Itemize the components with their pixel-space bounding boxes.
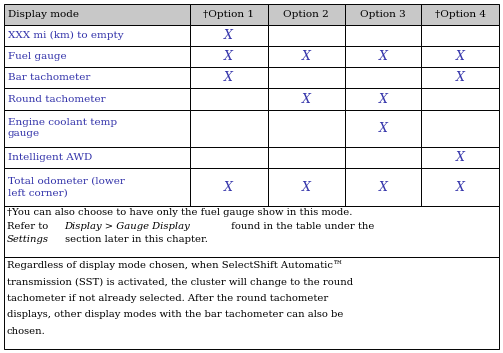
Text: displays, other display modes with the bar tachometer can also be: displays, other display modes with the b…: [7, 310, 344, 319]
Text: Bar tachometer: Bar tachometer: [8, 73, 91, 83]
Bar: [422, 147, 499, 168]
Bar: [190, 168, 268, 206]
Text: Total odometer (lower
left corner): Total odometer (lower left corner): [8, 177, 125, 197]
Bar: [345, 25, 422, 46]
Text: X: X: [456, 151, 465, 164]
Text: Refer to: Refer to: [7, 222, 51, 231]
Text: X: X: [456, 181, 465, 193]
Bar: [268, 168, 345, 206]
Bar: [422, 4, 499, 25]
Text: Fuel gauge: Fuel gauge: [8, 52, 66, 61]
Text: X: X: [456, 50, 465, 63]
Bar: [422, 67, 499, 89]
Text: chosen.: chosen.: [7, 327, 46, 335]
Bar: [268, 46, 345, 67]
Text: Engine coolant temp
gauge: Engine coolant temp gauge: [8, 118, 117, 138]
Bar: [345, 89, 422, 110]
Text: Display > Gauge Display: Display > Gauge Display: [64, 222, 190, 231]
Text: X: X: [456, 71, 465, 84]
Bar: [422, 46, 499, 67]
Text: †Option 1: †Option 1: [203, 10, 254, 19]
Bar: [345, 110, 422, 147]
Text: †You can also choose to have only the fuel gauge show in this mode.: †You can also choose to have only the fu…: [7, 208, 353, 217]
Text: XXX mi (km) to empty: XXX mi (km) to empty: [8, 31, 124, 40]
Text: tachometer if not already selected. After the round tachometer: tachometer if not already selected. Afte…: [7, 294, 328, 303]
Bar: [268, 89, 345, 110]
Bar: [345, 147, 422, 168]
Text: X: X: [302, 92, 311, 106]
Bar: [422, 25, 499, 46]
Text: X: X: [224, 71, 233, 84]
Bar: [268, 147, 345, 168]
Bar: [190, 147, 268, 168]
Text: X: X: [302, 181, 311, 193]
Bar: [190, 89, 268, 110]
Text: Round tachometer: Round tachometer: [8, 95, 106, 103]
Bar: [4, 206, 499, 257]
Bar: [268, 110, 345, 147]
Text: X: X: [224, 50, 233, 63]
Bar: [190, 46, 268, 67]
Bar: [4, 4, 190, 25]
Bar: [4, 257, 499, 349]
Text: X: X: [378, 181, 387, 193]
Text: X: X: [378, 50, 387, 63]
Text: X: X: [378, 122, 387, 135]
Bar: [4, 168, 190, 206]
Bar: [190, 67, 268, 89]
Bar: [190, 25, 268, 46]
Bar: [190, 4, 268, 25]
Bar: [422, 168, 499, 206]
Bar: [4, 46, 190, 67]
Bar: [190, 110, 268, 147]
Bar: [4, 25, 190, 46]
Bar: [4, 67, 190, 89]
Bar: [422, 89, 499, 110]
Text: section later in this chapter.: section later in this chapter.: [61, 235, 207, 244]
Bar: [268, 4, 345, 25]
Bar: [4, 89, 190, 110]
Bar: [268, 25, 345, 46]
Bar: [345, 4, 422, 25]
Text: transmission (SST) is activated, the cluster will change to the round: transmission (SST) is activated, the clu…: [7, 277, 353, 287]
Bar: [345, 46, 422, 67]
Bar: [4, 110, 190, 147]
Bar: [4, 147, 190, 168]
Text: X: X: [224, 29, 233, 42]
Text: †Option 4: †Option 4: [435, 10, 485, 19]
Text: Display mode: Display mode: [8, 10, 79, 19]
Text: X: X: [302, 50, 311, 63]
Bar: [345, 67, 422, 89]
Bar: [422, 110, 499, 147]
Text: Option 3: Option 3: [360, 10, 406, 19]
Bar: [345, 168, 422, 206]
Text: found in the table under the: found in the table under the: [228, 222, 374, 231]
Text: X: X: [378, 92, 387, 106]
Text: Regardless of display mode chosen, when SelectShift Automatic™: Regardless of display mode chosen, when …: [7, 261, 343, 270]
Bar: [268, 67, 345, 89]
Text: Settings: Settings: [7, 235, 49, 244]
Text: Intelligent AWD: Intelligent AWD: [8, 153, 92, 162]
Text: X: X: [224, 181, 233, 193]
Text: Option 2: Option 2: [283, 10, 329, 19]
